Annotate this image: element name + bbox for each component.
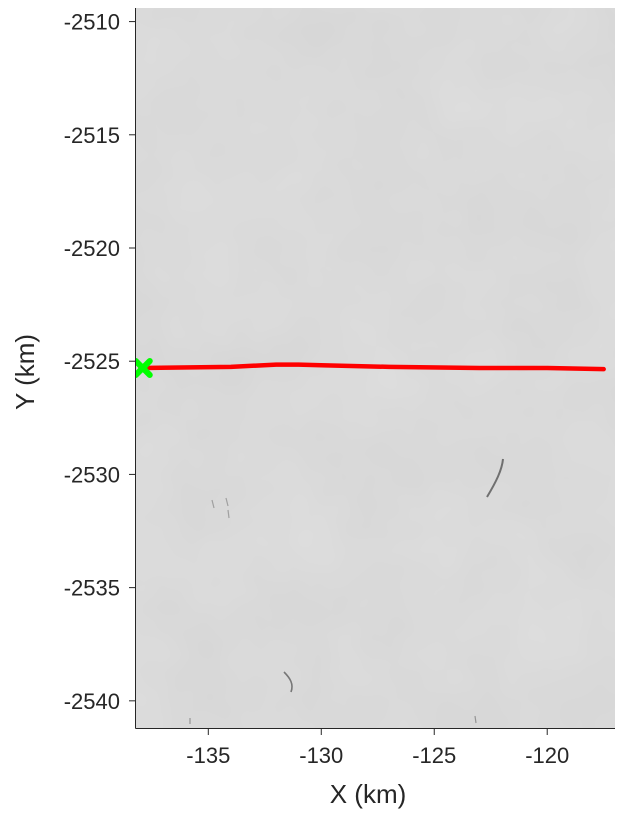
plot-area (136, 8, 615, 728)
x-tick-label: -130 (299, 743, 343, 768)
y-tick-label: -2520 (64, 236, 120, 261)
series-line (138, 362, 606, 372)
axes: -135 -130 -125 -120 -2510 -2515 -2520 -2525 -25… (10, 8, 615, 809)
y-tick-label: -2535 (64, 576, 120, 601)
x-tick-label: -125 (412, 743, 456, 768)
ice-speck (189, 715, 477, 724)
ice-crack (486, 458, 504, 498)
y-tick-label: -2515 (64, 123, 120, 148)
ice-crack (283, 671, 293, 693)
x-tick-label: -135 (186, 743, 230, 768)
y-tick-label: -2530 (64, 462, 120, 487)
start-marker (136, 358, 153, 378)
y-tick-label: -2525 (64, 349, 120, 374)
y-tick-label: -2540 (64, 689, 120, 714)
y-tick-label: -2510 (64, 10, 120, 35)
ice-features (189, 458, 504, 724)
y-axis-title: Y (km) (10, 334, 40, 410)
ice-speck (211, 497, 230, 519)
x-axis-title: X (km) (330, 779, 407, 809)
x-tick-label: -120 (525, 743, 569, 768)
